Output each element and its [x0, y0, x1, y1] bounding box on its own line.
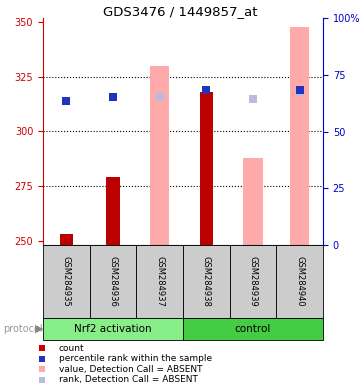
Text: count: count — [58, 344, 84, 353]
Text: GSM284938: GSM284938 — [202, 256, 211, 307]
Bar — [60, 234, 73, 245]
Text: percentile rank within the sample: percentile rank within the sample — [58, 354, 212, 363]
Text: GSM284940: GSM284940 — [295, 256, 304, 307]
Text: GSM284939: GSM284939 — [248, 256, 257, 307]
Bar — [136, 245, 183, 318]
Text: GDS3476 / 1449857_at: GDS3476 / 1449857_at — [103, 5, 258, 18]
Bar — [43, 245, 90, 318]
Text: value, Detection Call = ABSENT: value, Detection Call = ABSENT — [58, 365, 202, 374]
Text: GSM284935: GSM284935 — [62, 256, 71, 307]
Bar — [150, 66, 169, 245]
Bar — [276, 245, 323, 318]
Bar — [200, 92, 213, 245]
Text: GSM284937: GSM284937 — [155, 256, 164, 307]
Text: GSM284936: GSM284936 — [109, 256, 117, 307]
Text: protocol: protocol — [4, 324, 43, 334]
Bar — [290, 27, 309, 245]
Bar — [230, 245, 276, 318]
Bar — [183, 245, 230, 318]
Bar — [106, 177, 119, 245]
Bar — [43, 318, 183, 340]
Bar — [183, 318, 323, 340]
Text: ▶: ▶ — [35, 324, 43, 334]
Text: Nrf2 activation: Nrf2 activation — [74, 324, 152, 334]
Text: control: control — [235, 324, 271, 334]
Bar — [90, 245, 136, 318]
Bar — [243, 158, 263, 245]
Text: rank, Detection Call = ABSENT: rank, Detection Call = ABSENT — [58, 375, 197, 384]
